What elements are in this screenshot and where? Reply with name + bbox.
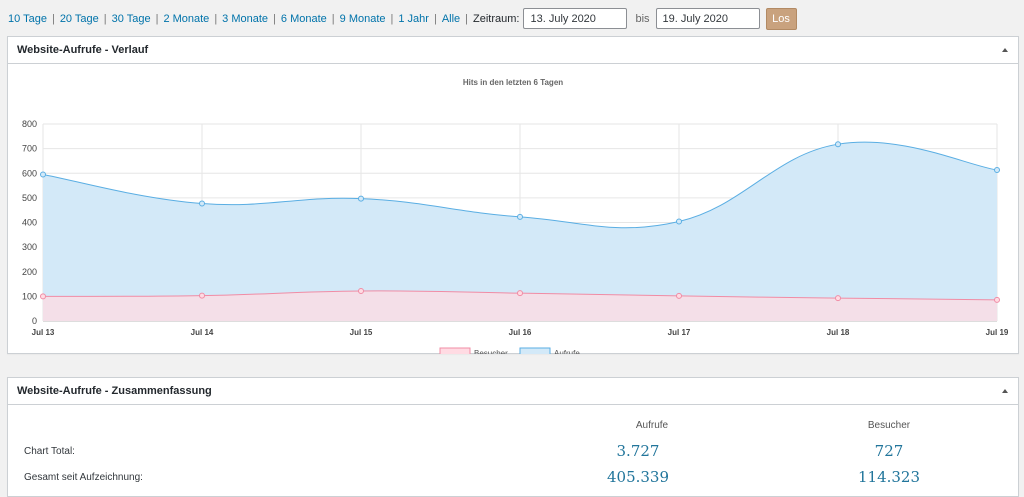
summary-value-aufrufe: 3.727 <box>616 442 660 460</box>
area-fill-besucher <box>43 290 997 321</box>
separator: | <box>331 12 335 25</box>
data-point-besucher <box>835 295 841 302</box>
y-tick-label: 0 <box>32 316 37 326</box>
column-header-aufrufe: Aufrufe <box>635 420 669 431</box>
data-point-aufrufe <box>835 141 841 148</box>
date-range-bar: 10 Tage | 20 Tage | 30 Tage | 2 Monate | 3 M… <box>8 7 797 30</box>
x-tick-label: Jul 13 <box>32 328 55 337</box>
separator: | <box>390 12 394 25</box>
data-point-besucher <box>199 292 205 299</box>
legend-label-aufrufe: Aufrufe <box>554 349 580 354</box>
summary-value-besucher: 727 <box>874 442 904 460</box>
y-tick-label: 300 <box>22 242 37 252</box>
range-link-2-monate[interactable]: 2 Monate <box>163 12 210 25</box>
date-from-input[interactable] <box>523 8 628 29</box>
summary-value-aufrufe: 405.339 <box>606 468 670 486</box>
legend-swatch-besucher <box>439 347 471 354</box>
range-link-3-monate[interactable]: 3 Monate <box>222 12 269 25</box>
range-link-20-tage[interactable]: 20 Tage <box>59 12 99 25</box>
data-point-besucher <box>40 293 46 300</box>
collapse-arrow-icon[interactable] <box>1002 48 1008 52</box>
area-fill-aufrufe <box>43 142 997 321</box>
y-tick-label: 200 <box>22 267 37 277</box>
panel-header[interactable]: Website-Aufrufe - Zusammenfassung <box>8 378 1018 405</box>
separator: | <box>465 12 469 25</box>
legend-swatch-aufrufe <box>519 347 551 354</box>
y-tick-label: 600 <box>22 168 37 178</box>
data-point-aufrufe <box>199 200 205 207</box>
panel-header[interactable]: Website-Aufrufe - Verlauf <box>8 37 1018 64</box>
data-point-besucher <box>517 290 523 297</box>
column-header-besucher: Besucher <box>867 420 911 431</box>
data-point-aufrufe <box>517 213 523 220</box>
hits-chart: Hits in den letzten 6 Tagen 0 100 200 300 40… <box>22 78 1009 354</box>
x-tick-label: Jul 14 <box>191 328 214 337</box>
range-link-10-tage[interactable]: 10 Tage <box>8 12 47 25</box>
separator: | <box>103 12 107 25</box>
range-link-30-tage[interactable]: 30 Tage <box>111 12 151 25</box>
x-tick-label: Jul 17 <box>668 328 691 337</box>
data-point-besucher <box>676 292 682 299</box>
summary-row-label: Chart Total: <box>24 446 75 457</box>
y-tick-label: 400 <box>22 218 37 228</box>
range-link-6-monate[interactable]: 6 Monate <box>280 12 327 25</box>
zeitraum-label: Zeitraum: <box>473 12 520 25</box>
range-link-alle[interactable]: Alle <box>441 12 461 25</box>
separator: | <box>51 12 55 25</box>
panel-verlauf: Website-Aufrufe - Verlauf Hits in den le… <box>7 36 1019 354</box>
y-axis: 0 100 200 300 400 500 600 700 800 <box>22 119 37 326</box>
y-tick-label: 700 <box>22 144 37 154</box>
panel-zusammenfassung: Website-Aufrufe - Zusammenfassung Aufruf… <box>7 377 1019 497</box>
submit-range-button[interactable]: Los <box>765 7 797 30</box>
y-tick-label: 100 <box>22 291 37 301</box>
summary-row-label: Gesamt seit Aufzeichnung: <box>24 472 143 483</box>
data-point-besucher <box>994 296 1000 303</box>
separator: | <box>155 12 159 25</box>
panel-title: Website-Aufrufe - Verlauf <box>17 44 149 56</box>
legend-label-besucher: Besucher <box>474 349 508 354</box>
collapse-arrow-icon[interactable] <box>1002 389 1008 393</box>
y-tick-label: 500 <box>22 193 37 203</box>
panel-title: Website-Aufrufe - Zusammenfassung <box>17 385 212 397</box>
separator: | <box>273 12 276 25</box>
data-point-aufrufe <box>40 171 46 178</box>
data-point-aufrufe <box>676 218 682 225</box>
x-tick-label: Jul 16 <box>509 328 532 337</box>
separator: | <box>433 12 437 25</box>
data-point-besucher <box>358 287 364 294</box>
chart-points <box>40 141 1000 303</box>
data-point-aufrufe <box>358 195 364 202</box>
x-tick-label: Jul 18 <box>827 328 850 337</box>
range-link-1-jahr[interactable]: 1 Jahr <box>398 12 429 25</box>
date-to-input[interactable] <box>655 8 760 29</box>
x-tick-label: Jul 19 <box>986 328 1009 337</box>
summary-value-besucher: 114.323 <box>857 468 921 486</box>
range-link-9-monate[interactable]: 9 Monate <box>339 12 386 25</box>
chart-title: Hits in den letzten 6 Tagen <box>463 78 563 87</box>
data-point-aufrufe <box>994 167 1000 174</box>
chart-legend: Besucher Aufrufe <box>439 347 580 354</box>
bis-label: bis <box>635 12 650 25</box>
x-axis: Jul 13 Jul 14 Jul 15 Jul 16 Jul 17 Jul 18 Jul … <box>32 328 1009 337</box>
x-tick-label: Jul 15 <box>350 328 373 337</box>
y-tick-label: 800 <box>22 119 37 129</box>
separator: | <box>214 12 218 25</box>
